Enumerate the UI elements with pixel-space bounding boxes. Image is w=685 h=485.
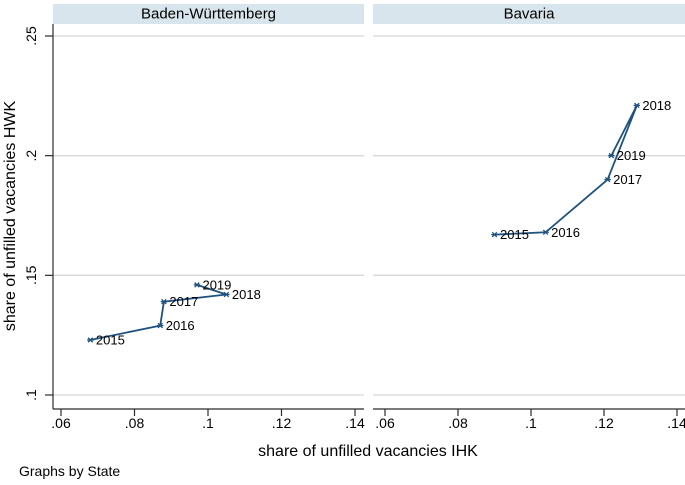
year-label: 2019	[202, 277, 231, 292]
year-label: 2016	[166, 318, 195, 333]
data-marker	[223, 291, 230, 298]
data-marker	[160, 298, 168, 305]
data-marker	[542, 229, 549, 236]
panel-header-band	[53, 4, 364, 24]
panel-header-band	[373, 4, 685, 24]
panel-title: Baden-Württemberg	[141, 6, 276, 23]
x-tick-label: .08	[125, 415, 145, 431]
series-line	[494, 104, 638, 236]
y-tick-label: .25	[23, 26, 39, 46]
x-axis-title: share of unfilled vacancies IHK	[258, 443, 478, 460]
y-axis-title: share of unfilled vacancies HWK	[2, 101, 19, 332]
y-tick-label: .2	[23, 150, 39, 162]
data-marker	[633, 102, 641, 109]
x-tick-label: .12	[272, 415, 292, 431]
year-label: 2015	[500, 227, 529, 242]
year-label: 2015	[96, 332, 125, 347]
x-tick-label: .06	[51, 415, 71, 431]
data-marker	[604, 176, 611, 183]
y-tick-label: .1	[23, 389, 39, 401]
x-tick-label: .14	[345, 415, 365, 431]
x-tick-label: .08	[448, 415, 468, 431]
x-tick-label: .14	[667, 415, 685, 431]
year-label: 2017	[169, 294, 198, 309]
data-marker	[491, 231, 498, 238]
data-marker	[157, 322, 164, 329]
panel-title: Bavaria	[504, 6, 556, 23]
year-label: 2019	[617, 148, 646, 163]
data-marker	[608, 152, 615, 159]
data-marker	[87, 337, 94, 343]
x-tick-label: .1	[525, 415, 537, 431]
data-marker	[193, 282, 201, 288]
x-tick-label: .06	[375, 415, 395, 431]
graphs-by-note: Graphs by State	[19, 463, 120, 479]
year-label: 2016	[551, 225, 580, 240]
year-label: 2018	[642, 98, 671, 113]
y-tick-label: .15	[23, 265, 39, 285]
year-label: 2018	[232, 287, 261, 302]
x-tick-label: .12	[594, 415, 614, 431]
x-tick-label: .1	[202, 415, 214, 431]
year-label: 2017	[613, 172, 642, 187]
